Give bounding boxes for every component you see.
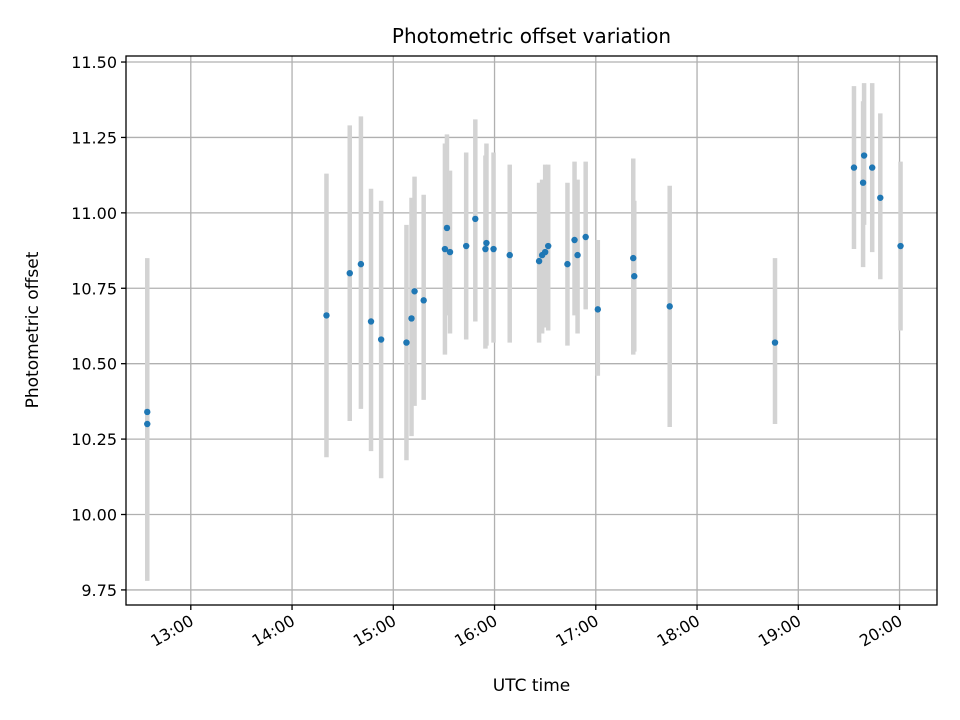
data-point <box>631 273 638 280</box>
data-point <box>411 288 418 295</box>
chart-title: Photometric offset variation <box>392 24 671 48</box>
data-point <box>535 257 543 265</box>
y-tick-label: 10.50 <box>71 355 117 374</box>
data-point <box>859 179 867 186</box>
data-points <box>144 152 904 428</box>
data-point <box>144 408 151 416</box>
y-axis-title: Photometric offset <box>23 251 43 408</box>
y-tick-label: 11.25 <box>71 128 117 147</box>
data-point <box>541 248 549 256</box>
data-point <box>869 164 876 171</box>
x-axis-ticks: 13:00 14:00 15:00 16:00 17:00 18:00 19:00 20:00 <box>147 605 906 651</box>
x-tick-label: 18:00 <box>654 611 703 651</box>
data-point <box>144 420 151 428</box>
y-tick-label: 10.00 <box>71 506 117 525</box>
y-tick-label: 9.75 <box>81 581 117 600</box>
data-point <box>564 260 571 268</box>
y-tick-label: 11.50 <box>71 53 117 72</box>
data-point <box>408 315 415 322</box>
data-point <box>582 233 589 241</box>
x-tick-label: 19:00 <box>755 611 804 651</box>
data-point <box>462 242 470 250</box>
x-tick-label: 16:00 <box>451 611 500 651</box>
x-tick-label: 15:00 <box>350 611 399 651</box>
x-tick-label: 14:00 <box>249 611 298 651</box>
data-point <box>420 297 427 304</box>
x-axis-title: UTC time <box>493 676 571 696</box>
data-point <box>472 215 479 223</box>
data-point <box>403 339 410 346</box>
data-point <box>877 194 884 201</box>
data-point <box>482 245 489 253</box>
data-point <box>860 152 868 159</box>
data-point <box>594 306 602 313</box>
data-point <box>346 269 353 277</box>
x-tick-label: 20:00 <box>856 611 905 651</box>
data-point <box>483 239 490 247</box>
data-point <box>446 248 454 256</box>
data-point <box>323 312 330 319</box>
y-tick-label: 10.25 <box>71 430 117 449</box>
data-point <box>377 336 385 343</box>
data-point <box>666 303 673 310</box>
data-point <box>545 242 552 250</box>
data-point <box>441 245 449 253</box>
data-point <box>630 254 637 262</box>
data-point <box>357 260 365 268</box>
data-point <box>443 224 451 232</box>
data-point <box>897 242 904 250</box>
data-point <box>367 318 375 325</box>
y-axis-ticks: 9.75 10.00 10.25 10.50 10.75 11.00 11.25 11.50 <box>71 53 126 600</box>
grid <box>126 56 937 605</box>
plot-frame <box>125 55 938 606</box>
data-point <box>506 251 513 259</box>
data-point <box>571 236 578 244</box>
data-point <box>574 251 581 259</box>
error-bars <box>145 83 903 581</box>
y-tick-label: 11.00 <box>71 204 117 223</box>
x-tick-label: 17:00 <box>552 611 601 651</box>
data-point <box>850 164 858 171</box>
y-tick-label: 10.75 <box>71 279 117 298</box>
x-tick-label: 13:00 <box>147 611 196 651</box>
data-point <box>490 245 497 253</box>
data-point <box>771 339 779 346</box>
